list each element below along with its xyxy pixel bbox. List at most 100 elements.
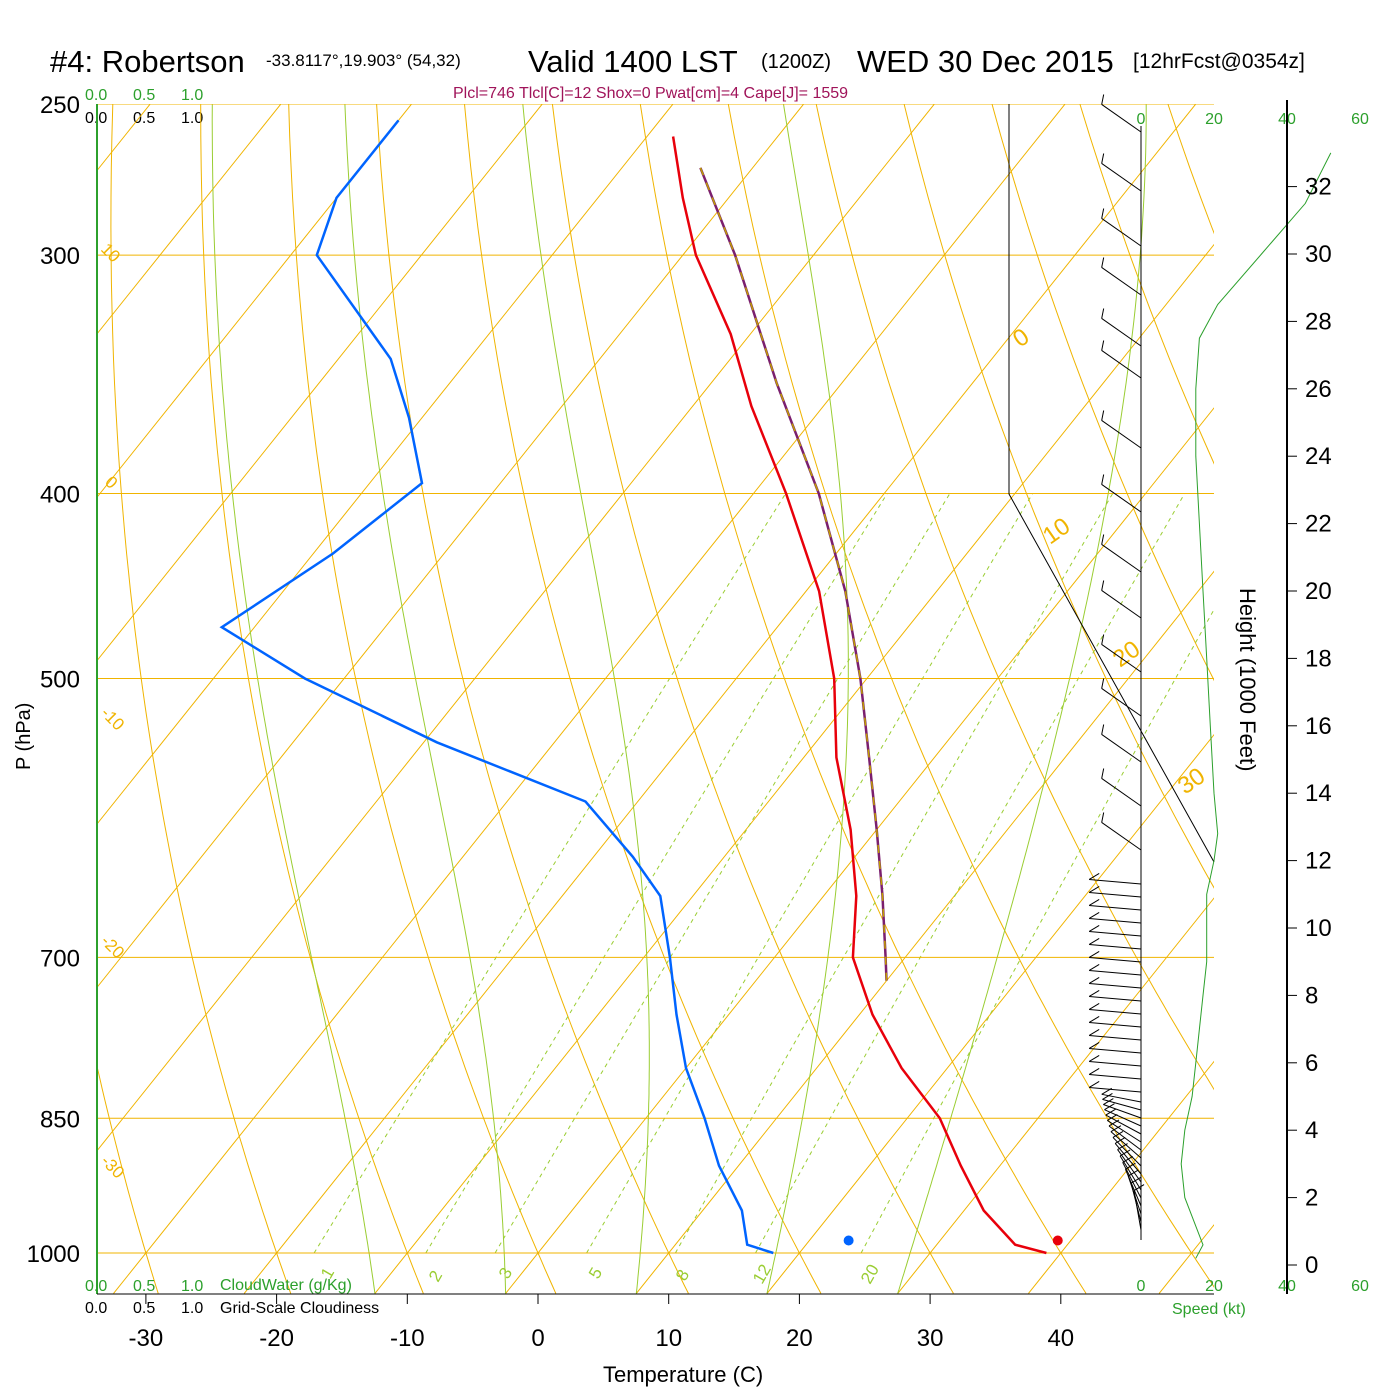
isotherm <box>374 243 1214 1294</box>
dry-adiabat <box>1167 104 1214 235</box>
bottom-black-tick: 1.0 <box>181 1300 203 1317</box>
top-black-tick: 0.5 <box>133 110 155 127</box>
height-tick-label: 32 <box>1305 174 1332 201</box>
wind-barb-staff <box>1089 1060 1142 1067</box>
moist-adiabat-label: 0 <box>1008 323 1034 353</box>
wind-barb-staff <box>1101 734 1142 763</box>
dry-adiabat <box>0 70 26 1293</box>
wind-barb-flag <box>1088 873 1100 880</box>
wind-barb-staff <box>1089 1008 1142 1015</box>
wind-barb-staff <box>1089 1021 1142 1028</box>
height-tick-label: 26 <box>1305 376 1332 403</box>
isotherm <box>635 570 1214 1294</box>
wind-barb-staff <box>1089 982 1142 989</box>
wind-barb-staff <box>1101 163 1142 192</box>
surface-temperature-dot <box>1052 1235 1063 1246</box>
wind-barb-staff <box>1108 1125 1142 1151</box>
dry-adiabat <box>1331 70 1400 1293</box>
bottom-green-scale: 0.0 0.5 1.0 CloudWater (g/Kg) <box>85 1277 352 1295</box>
wind-barb-staff <box>1101 484 1142 513</box>
wind-barb-flag <box>1101 580 1105 591</box>
isotherm <box>97 104 282 335</box>
wind-barb-staff <box>1089 878 1142 885</box>
zulu-time: (1200Z) <box>761 51 831 73</box>
isotherm <box>505 407 1214 1294</box>
wind-barb-staff <box>1110 1131 1142 1159</box>
wind-barb-flag <box>1101 768 1105 779</box>
wind-barb-staff <box>1101 1093 1142 1103</box>
wind-barb-staff <box>1089 1073 1142 1080</box>
wind-barb-staff <box>1112 1137 1142 1167</box>
speed-ticks-bottom: 0 20 40 60 <box>1137 1278 1369 1295</box>
top-green-tick: 0.5 <box>133 87 155 104</box>
bottom-green-tick: 0.5 <box>133 1278 155 1295</box>
mixing-ratio-label: 20 <box>857 1261 883 1287</box>
valid-date: WED 30 Dec 2015 <box>857 44 1114 79</box>
wind-barb-staff <box>1089 1047 1142 1054</box>
wind-barb-flag <box>1088 1055 1100 1062</box>
bottom-green-tick: 1.0 <box>181 1278 203 1295</box>
speed-axis-label: Speed (kt) <box>1172 1301 1246 1318</box>
wind-barb-flag <box>1101 634 1105 645</box>
dry-adiabat <box>815 104 1214 1091</box>
wind-barb-staff <box>1089 891 1142 898</box>
bottom-black-scale: 0.0 0.5 1.0 Grid-Scale Cloudiness <box>85 1300 379 1317</box>
wind-barb-flag <box>1101 153 1105 164</box>
top-green-scale: 0.0 0.5 1.0 <box>85 87 203 104</box>
pressure-tick-label: 1000 <box>27 1241 80 1268</box>
wind-barb-flag <box>1088 1042 1100 1049</box>
wind-barb-staff <box>1101 420 1142 449</box>
wind-barb-flag <box>1102 1092 1113 1100</box>
wind-barb-staff <box>1117 1149 1142 1183</box>
wind-barb-flag <box>1088 1003 1100 1010</box>
temperature-tick-label: -30 <box>129 1325 164 1352</box>
wind-barb-staff <box>1102 1098 1142 1111</box>
dry-adiabat <box>200 104 424 1294</box>
height-tick-label: 18 <box>1305 645 1332 672</box>
wind-barb-staff <box>1101 318 1142 347</box>
height-tick-label: 16 <box>1305 713 1332 740</box>
dry-adiabat-label: -30 <box>97 1151 128 1182</box>
wind-barb-staff <box>1089 969 1142 976</box>
temperature-tick-label: -10 <box>390 1325 425 1352</box>
profiles <box>219 119 1063 1255</box>
moist-adiabat <box>766 104 849 1294</box>
top-green-tick: 1.0 <box>181 87 203 104</box>
mixing-ratio-line <box>586 493 1034 1254</box>
isotherm <box>97 104 151 172</box>
wind-barb-staff <box>1101 104 1142 133</box>
wind-barb-flag <box>1127 1169 1139 1177</box>
wind-barb-flag <box>1101 724 1105 735</box>
temperature-tick-label: 30 <box>917 1325 944 1352</box>
wind-barb-flag <box>1101 678 1105 689</box>
dry-adiabat <box>903 104 1214 889</box>
speed-tick: 60 <box>1351 1278 1369 1295</box>
height-tick-label: 20 <box>1305 578 1332 605</box>
moist-adiabat <box>344 104 507 1294</box>
station-coords: -33.8117°,19.903° (54,32) <box>266 51 461 70</box>
mixing-ratio-line <box>313 493 787 1254</box>
pressure-tick-label: 850 <box>40 1106 80 1133</box>
wind-barb-flag <box>1112 1131 1124 1138</box>
wind-barb-staff <box>1089 1034 1142 1041</box>
wind-barbs <box>1088 94 1145 1231</box>
wind-barb-staff <box>1089 956 1142 963</box>
wind-barb-staff <box>1114 1143 1142 1175</box>
mixing-ratio-label: 3 <box>495 1264 516 1282</box>
dry-adiabat <box>727 104 1214 1288</box>
wind-barb-flag <box>1088 1016 1100 1023</box>
height-tick-label: 10 <box>1305 915 1332 942</box>
wind-barb-flag <box>1101 340 1105 351</box>
temperature-labels: -30 -20 -10 0 10 20 30 40 <box>129 1294 1074 1352</box>
wind-barb-staff <box>1101 590 1142 619</box>
y-axis-label: P (hPa) <box>13 703 35 770</box>
wind-barb-staff <box>1107 1120 1142 1143</box>
valid-time: Valid 1400 LST <box>528 44 738 79</box>
wind-barb-staff <box>1101 350 1142 379</box>
wind-barb-staff <box>1089 904 1142 911</box>
wind-speed-profile <box>1180 152 1332 1259</box>
height-tick-label: 24 <box>1305 443 1332 470</box>
wind-barb-flag <box>1122 1156 1133 1163</box>
speed-tick: 0 <box>1137 111 1146 128</box>
